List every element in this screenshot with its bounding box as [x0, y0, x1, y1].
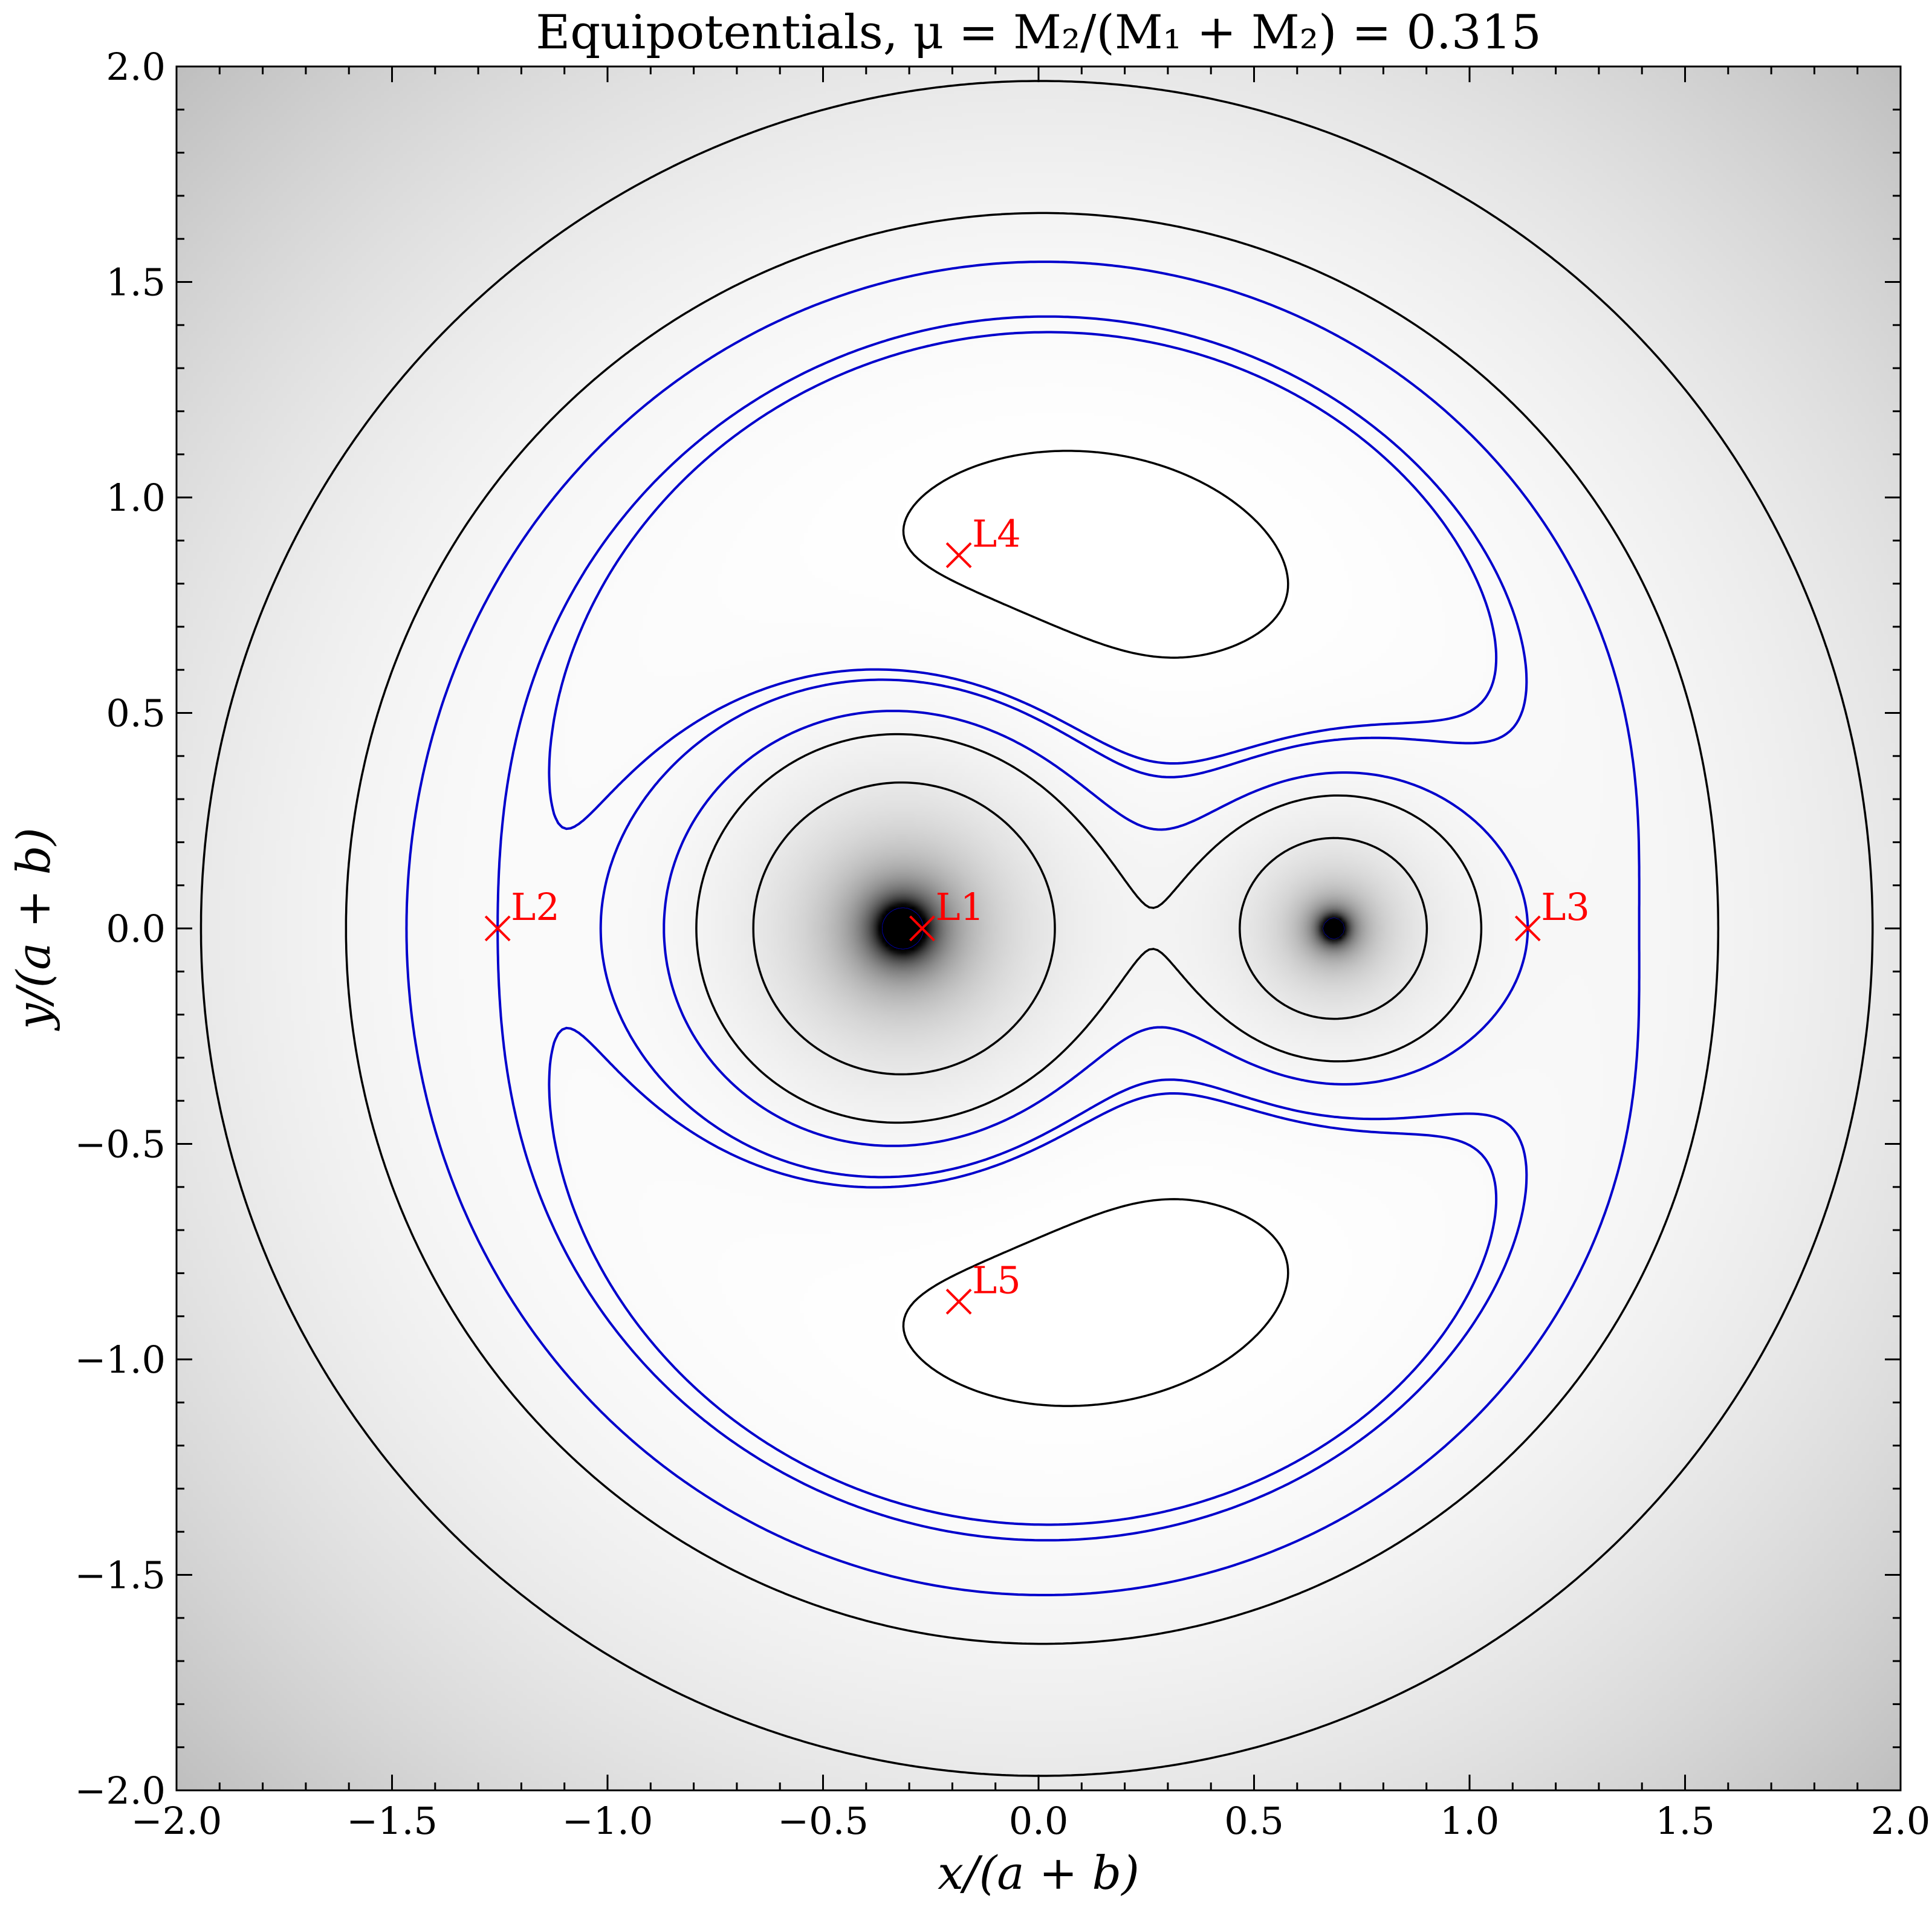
lagrange-marker-l3 [1514, 915, 1541, 942]
marker-stroke [909, 915, 935, 942]
contour-lines [199, 80, 1874, 1777]
x-tick-label: 0.0 [1009, 1799, 1069, 1843]
x-tick-label: −2.0 [131, 1799, 222, 1843]
axis-ticks: −2.0 −1.5 −1.0 −0.5 0.0 0.5 1.0 1.5 2.0 −2.0 −1.5 −… [74, 45, 1930, 1843]
outer-contour-3 [199, 80, 1874, 1777]
lagrange-label-l2: L2 [511, 885, 560, 929]
x-tick-label: 1.5 [1655, 1799, 1715, 1843]
y-axis-label: y/(a + b) [7, 827, 60, 1031]
lagrange-contour-6 [548, 331, 1498, 1526]
lagrange-marker-l1 [909, 915, 935, 942]
well-contour-11 [888, 914, 1342, 943]
marker-stroke [1514, 915, 1541, 942]
marker-stroke [945, 1289, 972, 1315]
x-tick-label: −1.0 [562, 1799, 653, 1843]
y-tick-label: 1.5 [106, 261, 166, 305]
lagrange-label-l3: L3 [1541, 885, 1590, 929]
lagrange-label-l1: L1 [935, 885, 984, 929]
y-tick-label: −2.0 [74, 1769, 166, 1813]
chart-title: Equipotentials, μ = M₂/(M₁ + M₂) = 0.315 [536, 5, 1541, 60]
outer-contour-2 [345, 212, 1720, 1645]
x-tick-label: 2.0 [1871, 1799, 1931, 1843]
lagrange-marker-l5 [945, 1289, 972, 1315]
lagrange-label-l4: L4 [972, 512, 1021, 556]
lagrange-marker-l4 [945, 542, 972, 568]
marker-stroke [945, 542, 972, 568]
lagrange-contour-3 [405, 261, 1641, 1596]
lagrange-marker-l2 [484, 915, 511, 942]
x-axis-label: x/(a + b) [938, 1846, 1139, 1900]
y-tick-label: −1.0 [74, 1338, 166, 1382]
y-tick-label: 0.5 [106, 691, 166, 736]
y-tick-label: −0.5 [74, 1122, 166, 1167]
plot-background [177, 66, 1901, 1790]
x-tick-label: 1.0 [1440, 1799, 1500, 1843]
y-tick-label: 1.0 [106, 476, 166, 520]
x-tick-label: −0.5 [777, 1799, 869, 1843]
y-tick-label: 2.0 [106, 45, 166, 89]
lagrange-points: L1 L2 L3 L4 L5 [484, 512, 1590, 1315]
lagrange-contour-2 [496, 315, 1528, 1542]
lagrange-label-l5: L5 [972, 1258, 1021, 1302]
marker-stroke [484, 915, 511, 942]
outer-contour-1 [902, 450, 1289, 1407]
x-tick-label: −1.5 [346, 1799, 438, 1843]
y-tick-label: 0.0 [106, 907, 166, 951]
y-tick-label: −1.5 [74, 1553, 166, 1598]
x-tick-label: 0.5 [1224, 1799, 1284, 1843]
